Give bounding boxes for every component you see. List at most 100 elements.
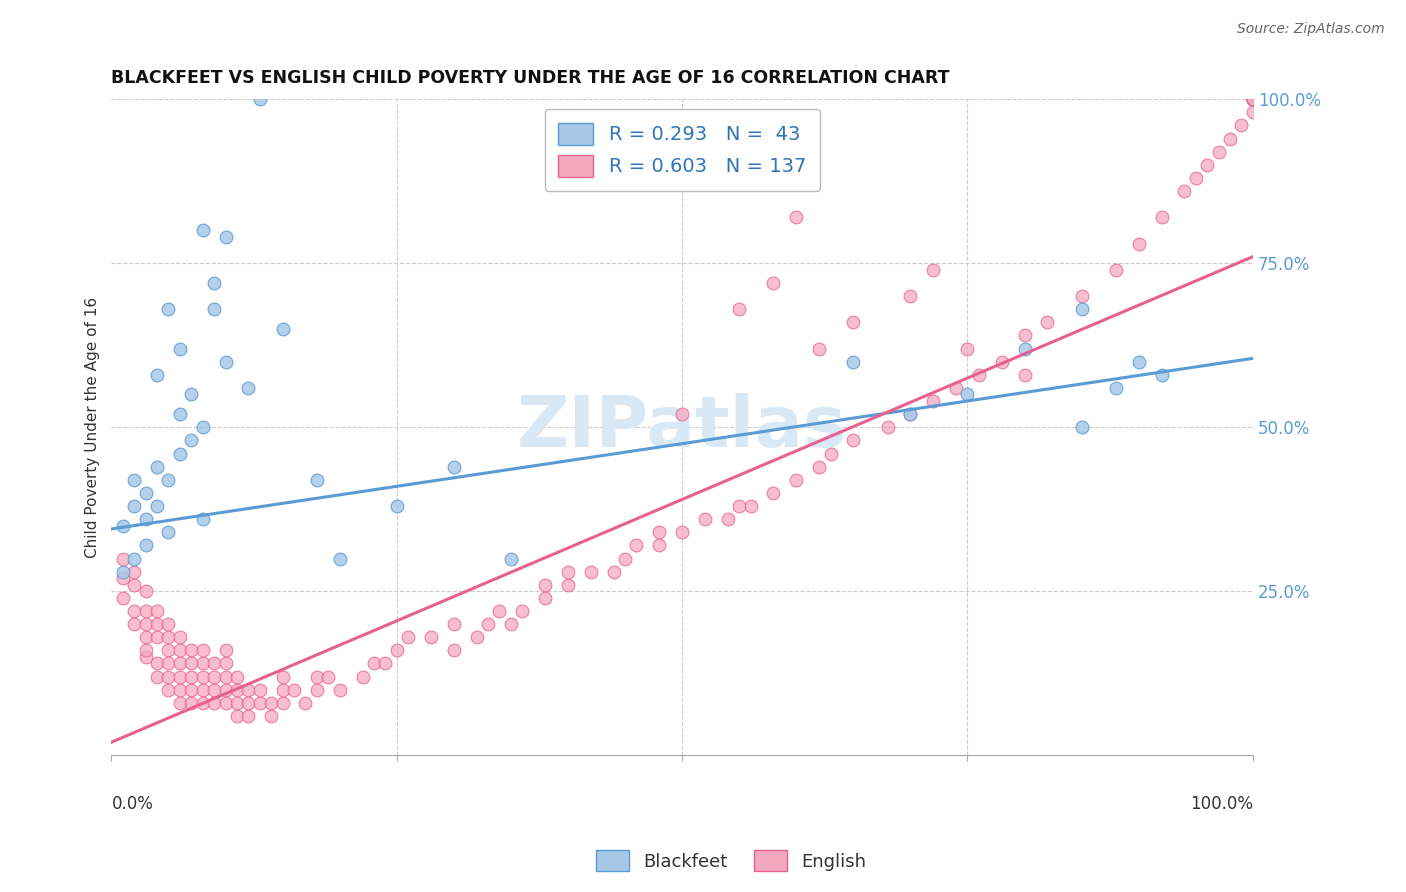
Point <box>169 696 191 710</box>
Point <box>191 223 214 237</box>
Point <box>534 591 557 605</box>
Point <box>626 538 648 552</box>
Point <box>238 696 260 710</box>
Point <box>214 696 236 710</box>
Point <box>169 630 191 644</box>
Point <box>271 670 294 684</box>
Point <box>283 682 305 697</box>
Point <box>135 512 157 526</box>
Point <box>180 670 202 684</box>
Point <box>1070 289 1092 303</box>
Point <box>385 499 408 513</box>
Point <box>260 709 283 723</box>
Point <box>1014 328 1036 343</box>
Point <box>1241 92 1264 106</box>
Point <box>785 211 807 225</box>
Point <box>1241 92 1264 106</box>
Point <box>1241 92 1264 106</box>
Point <box>214 682 236 697</box>
Point <box>226 696 249 710</box>
Point <box>226 682 249 697</box>
Point <box>488 604 510 618</box>
Point <box>922 394 945 409</box>
Point <box>1241 92 1264 106</box>
Point <box>180 434 202 448</box>
Point <box>157 670 180 684</box>
Point <box>157 302 180 317</box>
Point <box>1173 184 1195 198</box>
Point <box>648 525 671 540</box>
Text: 0.0%: 0.0% <box>111 795 153 813</box>
Point <box>1241 92 1264 106</box>
Point <box>305 682 328 697</box>
Point <box>226 709 249 723</box>
Point <box>146 657 169 671</box>
Point <box>135 604 157 618</box>
Point <box>214 354 236 368</box>
Point <box>762 486 785 500</box>
Point <box>990 354 1012 368</box>
Point <box>1219 131 1241 145</box>
Point <box>122 617 145 632</box>
Point <box>146 459 169 474</box>
Point <box>146 499 169 513</box>
Point <box>157 525 180 540</box>
Point <box>1184 170 1206 185</box>
Point <box>191 512 214 526</box>
Point <box>169 670 191 684</box>
Point <box>135 630 157 644</box>
Point <box>146 368 169 382</box>
Point <box>238 381 260 395</box>
Point <box>352 670 374 684</box>
Text: Source: ZipAtlas.com: Source: ZipAtlas.com <box>1237 22 1385 37</box>
Point <box>157 617 180 632</box>
Point <box>1105 381 1128 395</box>
Point <box>157 657 180 671</box>
Point <box>728 499 751 513</box>
Point <box>271 696 294 710</box>
Point <box>202 657 225 671</box>
Point <box>180 682 202 697</box>
Point <box>1150 211 1173 225</box>
Point <box>808 459 831 474</box>
Point <box>579 565 602 579</box>
Point <box>945 381 967 395</box>
Point <box>900 407 922 421</box>
Point <box>122 473 145 487</box>
Point <box>1241 105 1264 120</box>
Point <box>671 407 693 421</box>
Point <box>602 565 624 579</box>
Point <box>1014 368 1036 382</box>
Point <box>157 682 180 697</box>
Point <box>249 696 271 710</box>
Point <box>214 670 236 684</box>
Point <box>191 657 214 671</box>
Point <box>122 604 145 618</box>
Point <box>214 643 236 657</box>
Point <box>122 565 145 579</box>
Point <box>534 578 557 592</box>
Point <box>191 682 214 697</box>
Point <box>111 571 134 585</box>
Point <box>169 643 191 657</box>
Point <box>443 643 465 657</box>
Point <box>557 565 579 579</box>
Point <box>135 584 157 599</box>
Point <box>111 518 134 533</box>
Point <box>1150 368 1173 382</box>
Point <box>1208 145 1230 159</box>
Point <box>1241 92 1264 106</box>
Point <box>1014 342 1036 356</box>
Y-axis label: Child Poverty Under the Age of 16: Child Poverty Under the Age of 16 <box>86 297 100 558</box>
Point <box>146 604 169 618</box>
Point <box>191 670 214 684</box>
Point <box>740 499 762 513</box>
Point <box>214 230 236 244</box>
Point <box>305 670 328 684</box>
Point <box>238 709 260 723</box>
Point <box>271 322 294 336</box>
Point <box>648 538 671 552</box>
Point <box>249 92 271 106</box>
Point <box>202 276 225 290</box>
Point <box>1128 354 1150 368</box>
